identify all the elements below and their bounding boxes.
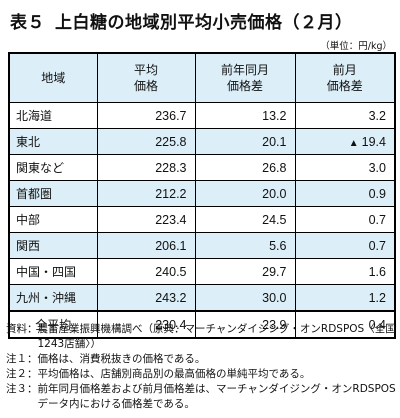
cell-mom: 3.2 xyxy=(294,102,396,129)
cell-price: 228.3 xyxy=(96,154,196,181)
cell-yoy: 30.0 xyxy=(194,284,296,312)
cell-region: 関西 xyxy=(8,232,98,259)
cell-yoy: 26.8 xyxy=(194,154,296,181)
cell-region: 全平均 xyxy=(8,310,98,339)
cell-region: 関東など xyxy=(8,154,98,181)
header-mom: 前月 価格差 xyxy=(294,52,396,103)
table-row: 全平均 230.4 23.9 0.4 xyxy=(8,310,396,339)
note-label: 注２： xyxy=(6,368,38,380)
table-title-text: 上白糖の地域別平均小売価格（２月） xyxy=(55,13,353,33)
cell-region: 北海道 xyxy=(8,102,98,129)
table-row: 首都圏 212.2 20.0 0.9 xyxy=(8,180,396,207)
cell-price: 223.4 xyxy=(96,206,196,233)
cell-yoy: 20.0 xyxy=(194,180,296,207)
table-row: 九州・沖縄 243.2 30.0 1.2 xyxy=(8,284,396,312)
note-line: 注３： 前年同月価格差および前月価格差は、マーチャンダイジング・オンRDSPOSデ… xyxy=(6,382,396,412)
unit-label: （単位：円/kg） xyxy=(320,41,392,52)
header-price: 平均 価格 xyxy=(96,52,196,103)
table-row: 中部 223.4 24.5 0.7 xyxy=(8,206,396,233)
note-label: 注１： xyxy=(6,353,38,365)
table-row: 関西 206.1 5.6 0.7 xyxy=(8,232,396,259)
cell-yoy: 29.7 xyxy=(194,258,296,285)
header-yoy: 前年同月 価格差 xyxy=(194,52,296,103)
cell-price: 230.4 xyxy=(96,310,196,339)
table-body: 北海道 236.7 13.2 3.2 東北 225.8 20.1 ▲ 19.4 関東など 228.3… xyxy=(8,102,396,339)
cell-yoy: 13.2 xyxy=(194,102,296,129)
cell-region: 東北 xyxy=(8,128,98,155)
note-text: 農畜産業振興機構調べ（原典：マーチャンダイジング・オンRDSPOS〈全国1243… xyxy=(37,323,396,350)
cell-price: 240.5 xyxy=(96,258,196,285)
cell-region: 九州・沖縄 xyxy=(8,284,98,312)
cell-price: 212.2 xyxy=(96,180,196,207)
note-line: 資料： 農畜産業振興機構調べ（原典：マーチャンダイジング・オンRDSPOS〈全国1… xyxy=(6,322,396,352)
table-title: 表５ 上白糖の地域別平均小売価格（２月） xyxy=(10,8,353,33)
note-line: 注２： 平均価格は、店舗別商品別の最高価格の単純平均である。 xyxy=(6,367,396,382)
table-header: 地域 平均 価格 前年同月 価格差 前月 価格差 xyxy=(8,52,396,103)
cell-mom: 0.4 xyxy=(294,310,396,339)
cell-price: 236.7 xyxy=(96,102,196,129)
notes: 資料： 農畜産業振興機構調べ（原典：マーチャンダイジング・オンRDSPOS〈全国1… xyxy=(6,322,396,412)
table-row: 北海道 236.7 13.2 3.2 xyxy=(8,102,396,129)
cell-mom: 1.2 xyxy=(294,284,396,312)
cell-region: 中国・四国 xyxy=(8,258,98,285)
cell-mom: 0.9 xyxy=(294,180,396,207)
note-label: 資料： xyxy=(6,323,38,335)
note-line: 注１： 価格は、消費税抜きの価格である。 xyxy=(6,352,396,367)
cell-mom: ▲ 19.4 xyxy=(294,128,396,155)
note-text: 価格は、消費税抜きの価格である。 xyxy=(37,353,206,365)
cell-mom: 3.0 xyxy=(294,154,396,181)
note-text: 前年同月価格差および前月価格差は、マーチャンダイジング・オンRDSPOSデータ内… xyxy=(37,383,396,410)
price-table: 地域 平均 価格 前年同月 価格差 前月 価格差 北海道 236.7 13.2 3.2 東北 2… xyxy=(8,52,396,339)
note-label: 注３： xyxy=(6,383,38,395)
cell-price: 206.1 xyxy=(96,232,196,259)
cell-yoy: 24.5 xyxy=(194,206,296,233)
cell-price: 225.8 xyxy=(96,128,196,155)
note-text: 平均価格は、店舗別商品別の最高価格の単純平均である。 xyxy=(37,368,311,380)
cell-mom: 0.7 xyxy=(294,232,396,259)
cell-mom: 1.6 xyxy=(294,258,396,285)
table-row: 中国・四国 240.5 29.7 1.6 xyxy=(8,258,396,285)
cell-mom: 0.7 xyxy=(294,206,396,233)
cell-value: 19.4 xyxy=(361,134,386,149)
table-number: 表５ xyxy=(10,13,45,33)
header-region: 地域 xyxy=(8,52,98,103)
cell-region: 首都圏 xyxy=(8,180,98,207)
table-row: 関東など 228.3 26.8 3.0 xyxy=(8,154,396,181)
table-row: 東北 225.8 20.1 ▲ 19.4 xyxy=(8,128,396,155)
negative-triangle-icon: ▲ xyxy=(348,137,359,149)
cell-yoy: 20.1 xyxy=(194,128,296,155)
cell-price: 243.2 xyxy=(96,284,196,312)
cell-region: 中部 xyxy=(8,206,98,233)
cell-yoy: 5.6 xyxy=(194,232,296,259)
